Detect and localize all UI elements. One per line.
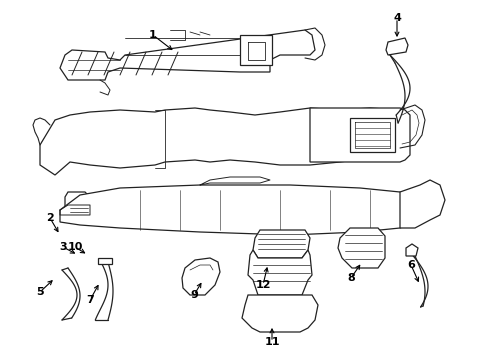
Circle shape xyxy=(167,120,203,156)
Circle shape xyxy=(41,134,69,162)
Circle shape xyxy=(173,126,197,150)
Text: 1: 1 xyxy=(149,30,157,40)
Text: 5: 5 xyxy=(36,287,44,297)
Text: 9: 9 xyxy=(190,290,198,300)
Text: 11: 11 xyxy=(264,337,279,347)
Polygon shape xyxy=(252,230,309,258)
Text: 6: 6 xyxy=(406,260,414,270)
Polygon shape xyxy=(309,108,409,162)
Polygon shape xyxy=(405,244,417,256)
Polygon shape xyxy=(40,108,399,175)
Circle shape xyxy=(79,199,87,207)
Polygon shape xyxy=(182,258,220,295)
Polygon shape xyxy=(240,35,271,65)
Polygon shape xyxy=(247,250,311,295)
Text: 10: 10 xyxy=(67,242,82,252)
Polygon shape xyxy=(60,30,314,80)
Text: 12: 12 xyxy=(255,280,270,290)
Circle shape xyxy=(70,199,78,207)
Text: 7: 7 xyxy=(86,295,94,305)
Text: 3: 3 xyxy=(59,242,67,252)
Polygon shape xyxy=(60,185,419,235)
Circle shape xyxy=(47,140,63,156)
Text: 4: 4 xyxy=(392,13,400,23)
Polygon shape xyxy=(385,38,407,55)
Polygon shape xyxy=(65,192,90,215)
Polygon shape xyxy=(242,295,317,332)
Polygon shape xyxy=(399,180,444,228)
Polygon shape xyxy=(349,118,394,152)
Polygon shape xyxy=(337,228,384,268)
Text: 2: 2 xyxy=(46,213,54,223)
Text: 8: 8 xyxy=(346,273,354,283)
Polygon shape xyxy=(98,258,112,264)
